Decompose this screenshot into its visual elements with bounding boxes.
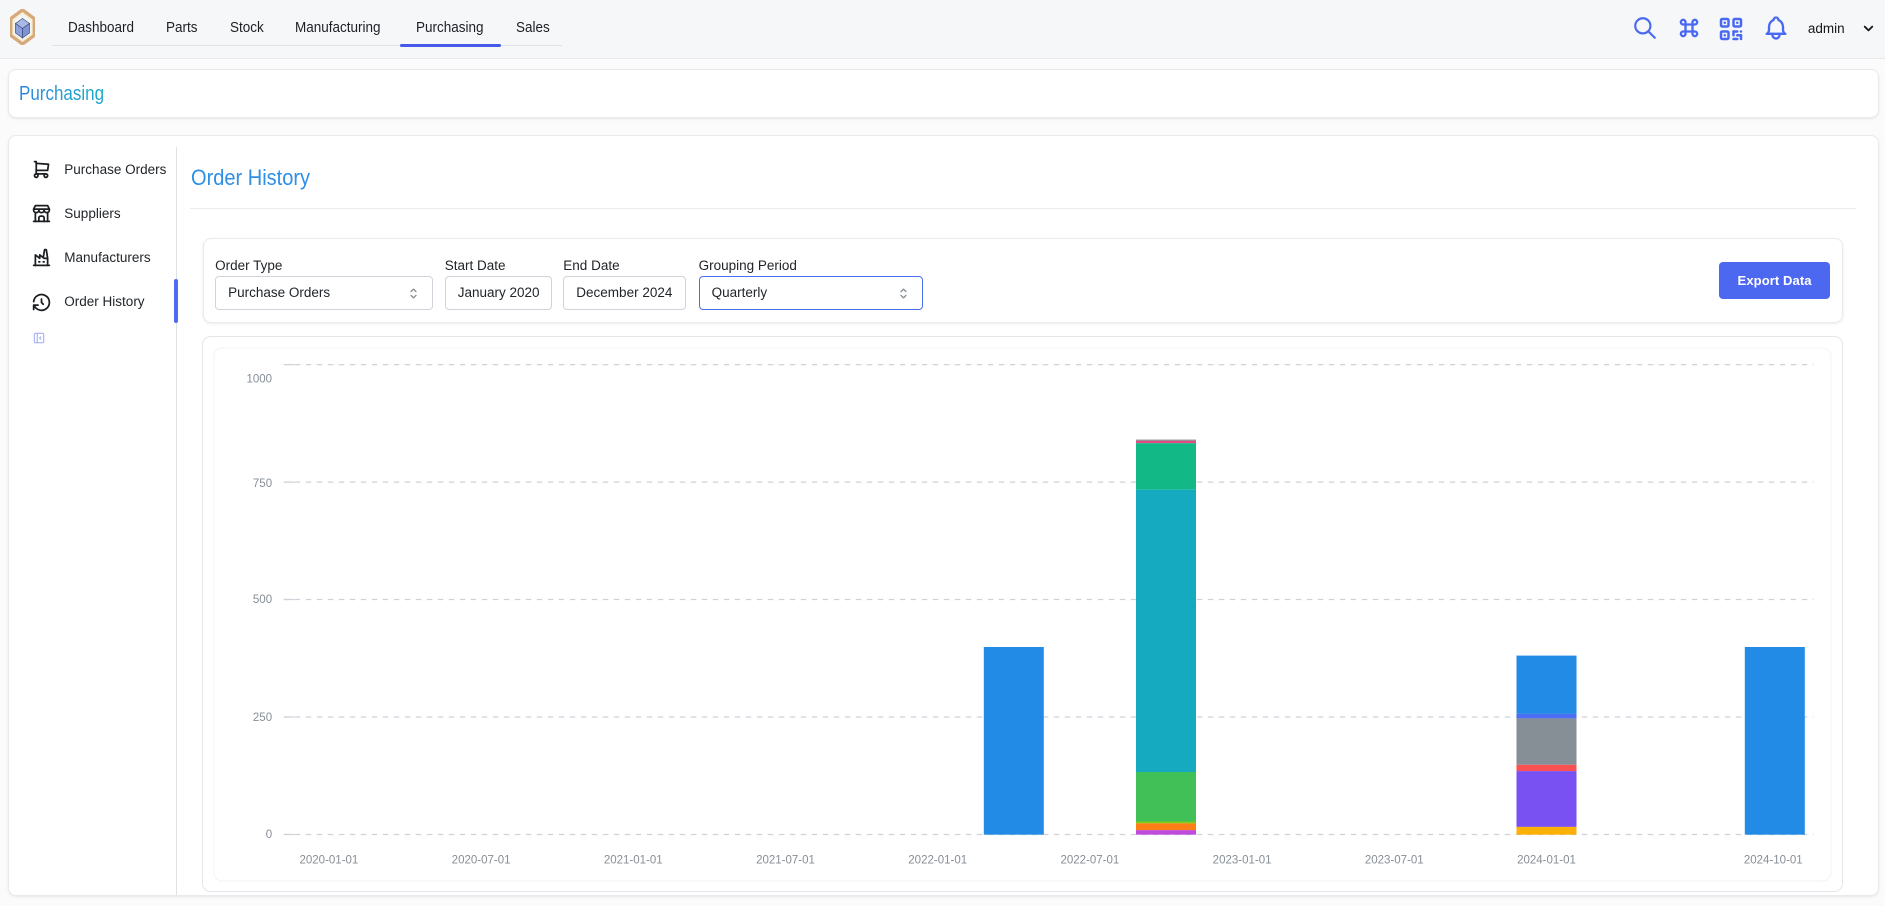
- svg-text:2024-10-01: 2024-10-01: [1744, 855, 1803, 867]
- svg-text:250: 250: [253, 712, 272, 724]
- svg-text:2020-01-01: 2020-01-01: [300, 855, 359, 867]
- svg-text:2023-01-01: 2023-01-01: [1213, 855, 1272, 867]
- svg-text:1000: 1000: [247, 374, 273, 386]
- svg-text:750: 750: [253, 478, 272, 490]
- svg-text:2021-07-01: 2021-07-01: [756, 855, 815, 867]
- svg-text:2024-01-01: 2024-01-01: [1517, 855, 1576, 867]
- svg-text:2021-01-01: 2021-01-01: [604, 855, 663, 867]
- svg-text:2020-07-01: 2020-07-01: [452, 855, 511, 867]
- svg-text:2022-01-01: 2022-01-01: [908, 855, 967, 867]
- svg-text:500: 500: [253, 594, 272, 606]
- svg-text:2022-07-01: 2022-07-01: [1061, 855, 1120, 867]
- svg-text:0: 0: [266, 829, 272, 841]
- svg-text:2023-07-01: 2023-07-01: [1365, 855, 1424, 867]
